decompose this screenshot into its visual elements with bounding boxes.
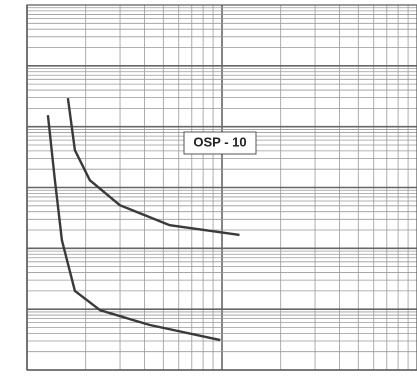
plot-frame — [26, 4, 417, 371]
curve — [46, 114, 221, 342]
grid — [26, 4, 417, 371]
curve — [66, 97, 240, 237]
annotation: OSP - 10 — [193, 134, 246, 149]
annotation-box — [183, 131, 257, 155]
plot — [46, 97, 240, 342]
